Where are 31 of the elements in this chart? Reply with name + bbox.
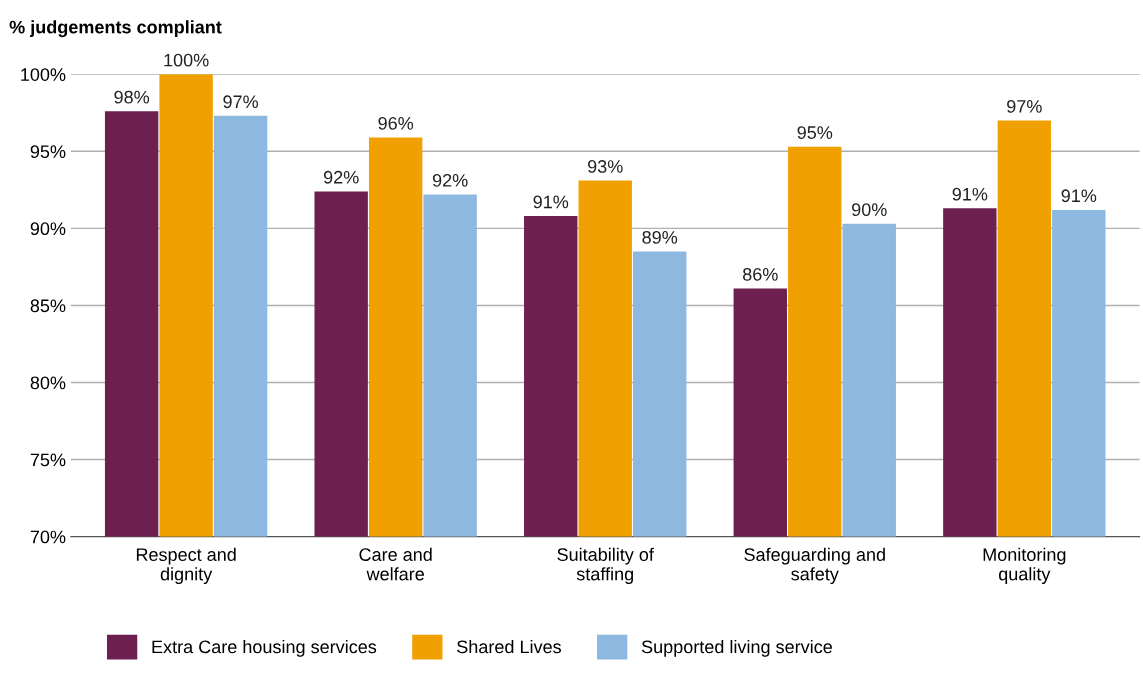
x-tick-label: Respect and dignity bbox=[136, 547, 236, 585]
data-label: 86% bbox=[743, 267, 778, 281]
x-tick-label: Care and welfare bbox=[359, 547, 432, 581]
y-tick-label: 80% bbox=[30, 376, 66, 390]
data-label: 97% bbox=[1007, 99, 1042, 113]
legend-label: Extra Care housing services bbox=[152, 639, 377, 657]
x-tick-label: Monitoring quality bbox=[983, 547, 1066, 585]
data-label: 93% bbox=[588, 160, 623, 173]
legend-label: Shared Lives bbox=[457, 639, 561, 654]
data-label: 92% bbox=[323, 170, 359, 184]
data-label: 92% bbox=[432, 173, 468, 187]
data-label: 96% bbox=[378, 116, 414, 130]
y-tick-label: 70% bbox=[30, 530, 66, 544]
y-tick-label: 85% bbox=[30, 299, 66, 313]
data-label: 95% bbox=[797, 126, 833, 139]
data-label: 98% bbox=[114, 90, 150, 104]
y-tick-label: 90% bbox=[30, 222, 66, 236]
x-tick-label: Safeguarding and safety bbox=[744, 547, 885, 585]
y-axis-title: % judgements compliant bbox=[9, 20, 222, 38]
data-label: 90% bbox=[852, 203, 887, 217]
data-label: 100% bbox=[164, 53, 209, 67]
data-label: 91% bbox=[533, 195, 569, 209]
data-label: 91% bbox=[1061, 189, 1097, 203]
y-tick-label: 95% bbox=[30, 145, 66, 159]
x-tick-label: Suitability of staffing bbox=[557, 547, 654, 585]
data-label: 91% bbox=[952, 187, 988, 201]
y-tick-label: 100% bbox=[21, 68, 66, 81]
data-label: 89% bbox=[642, 230, 678, 244]
legend-label: Supported living service bbox=[641, 639, 832, 657]
data-label: 97% bbox=[223, 95, 259, 109]
y-tick-label: 75% bbox=[30, 453, 66, 467]
